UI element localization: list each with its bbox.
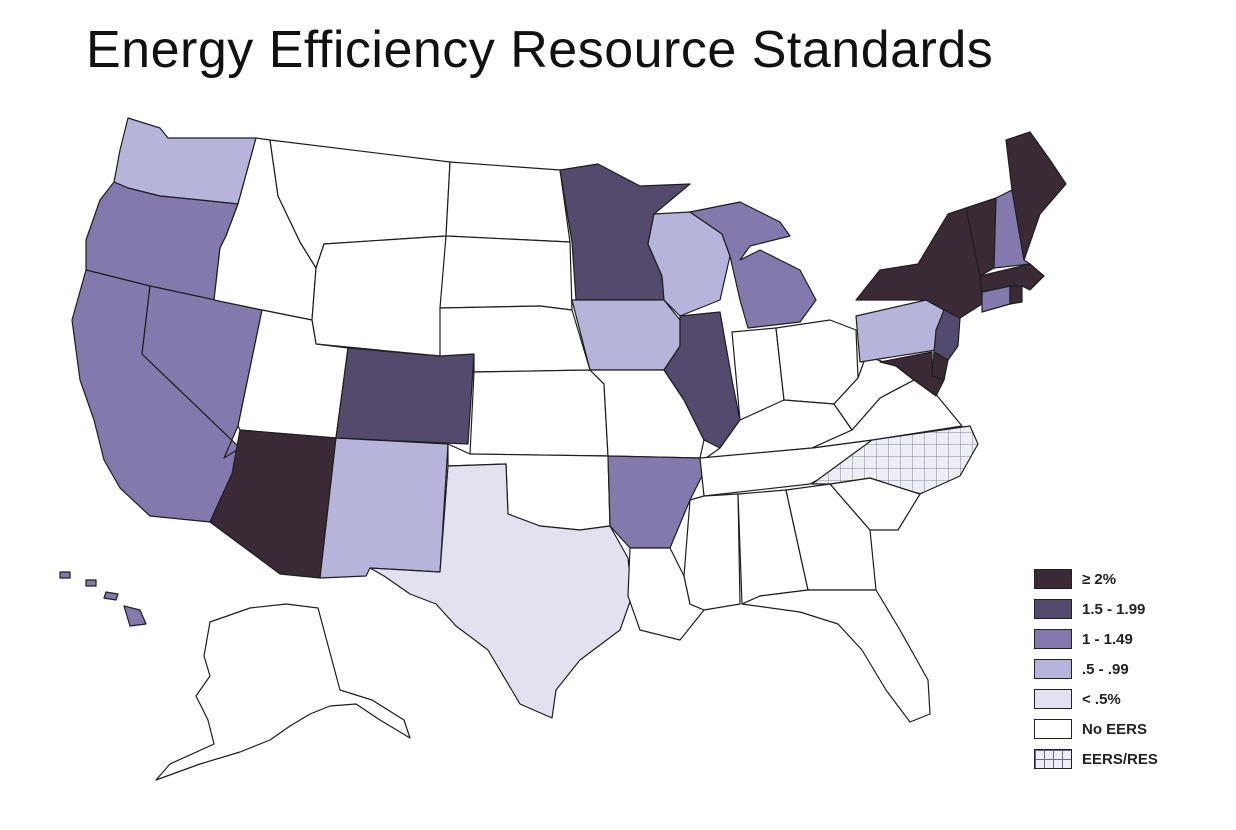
legend-label: No EERS: [1082, 720, 1148, 738]
swatch-white-icon: [1034, 719, 1072, 739]
swatch-lightest-icon: [1034, 689, 1072, 709]
state-kansas: [469, 369, 609, 457]
swatch-light-icon: [1034, 659, 1072, 679]
state-wisconsin: [647, 211, 731, 317]
legend-item: .5 - .99: [1034, 654, 1224, 684]
swatch-darkest-icon: [1034, 569, 1072, 589]
legend: ≥ 2% 1.5 - 1.99 1 - 1.49 .5 - .99 < .5% …: [1034, 564, 1224, 774]
legend-item: 1 - 1.49: [1034, 624, 1224, 654]
state-alaska: [155, 603, 411, 781]
state-hawaii-4: [59, 571, 71, 579]
state-iowa: [571, 299, 681, 371]
state-colorado: [335, 347, 475, 445]
legend-item: ≥ 2%: [1034, 564, 1224, 594]
state-massachusetts: [979, 263, 1045, 293]
state-michigan: [689, 201, 817, 329]
state-maine: [1005, 131, 1067, 261]
state-hawaii-2: [103, 591, 119, 601]
state-north-dakota: [445, 161, 571, 243]
legend-label: 1.5 - 1.99: [1082, 600, 1146, 618]
state-south-dakota: [439, 235, 573, 311]
legend-label: < .5%: [1082, 690, 1121, 708]
state-rhode-island: [1009, 285, 1023, 305]
legend-label: EERS/RES: [1082, 750, 1158, 768]
legend-item: EERS/RES: [1034, 744, 1224, 774]
state-new-mexico: [319, 437, 449, 579]
state-hawaii-1: [123, 605, 147, 627]
swatch-dark-icon: [1034, 599, 1072, 619]
swatch-medium-icon: [1034, 629, 1072, 649]
state-maryland: [879, 351, 945, 397]
state-mississippi: [683, 493, 741, 611]
state-georgia: [785, 483, 877, 591]
state-wyoming: [311, 235, 447, 357]
legend-label: ≥ 2%: [1082, 570, 1117, 588]
state-illinois: [663, 311, 741, 449]
legend-label: .5 - .99: [1082, 660, 1129, 678]
state-texas: [369, 463, 633, 719]
legend-label: 1 - 1.49: [1082, 630, 1133, 648]
swatch-grid-icon: [1034, 749, 1072, 769]
state-florida: [741, 589, 931, 723]
legend-item: 1.5 - 1.99: [1034, 594, 1224, 624]
state-hawaii-3: [85, 579, 97, 587]
legend-item: < .5%: [1034, 684, 1224, 714]
legend-item: No EERS: [1034, 714, 1224, 744]
state-new-hampshire: [993, 189, 1031, 269]
page-title: Energy Efficiency Resource Standards: [86, 21, 994, 79]
